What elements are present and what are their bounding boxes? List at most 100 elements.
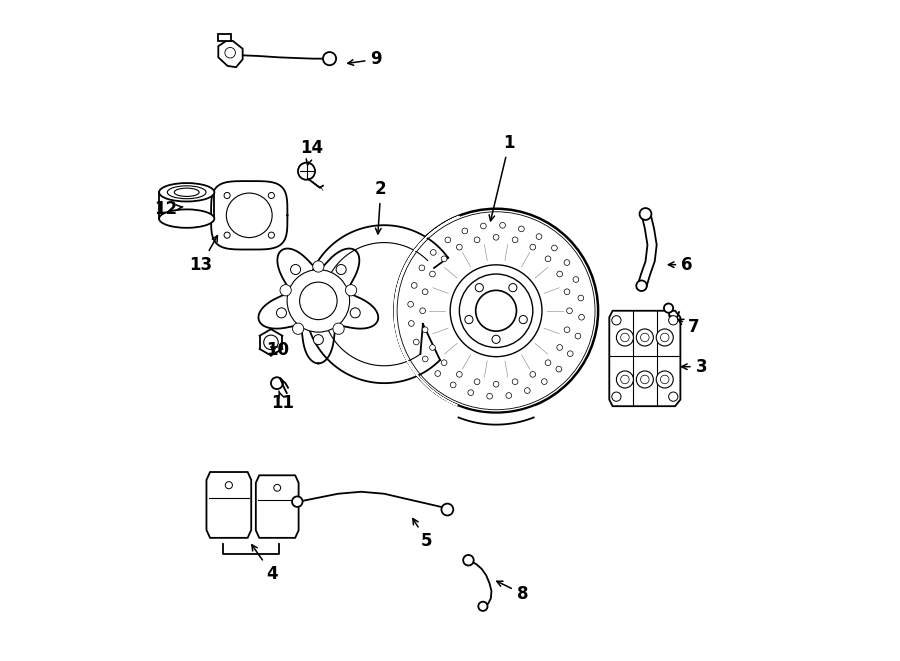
Text: 11: 11 [271, 391, 294, 412]
Circle shape [450, 265, 542, 357]
Circle shape [476, 290, 517, 331]
Circle shape [394, 209, 598, 412]
Circle shape [411, 282, 417, 288]
Circle shape [612, 392, 621, 401]
Text: 4: 4 [252, 545, 278, 583]
Ellipse shape [226, 193, 272, 237]
Circle shape [225, 482, 232, 488]
Text: 3: 3 [681, 358, 707, 375]
Circle shape [413, 339, 419, 345]
Circle shape [464, 315, 473, 324]
Circle shape [564, 327, 570, 332]
Text: 5: 5 [413, 519, 433, 550]
Circle shape [291, 264, 301, 274]
Circle shape [621, 375, 629, 384]
Text: 12: 12 [154, 200, 183, 217]
Polygon shape [212, 181, 287, 250]
Circle shape [323, 52, 336, 65]
Circle shape [616, 371, 634, 388]
Text: 2: 2 [375, 180, 387, 234]
Circle shape [459, 274, 533, 348]
Text: 13: 13 [190, 236, 218, 274]
Circle shape [350, 308, 360, 318]
Circle shape [536, 234, 542, 239]
Polygon shape [219, 34, 231, 41]
Circle shape [493, 381, 499, 387]
Polygon shape [609, 311, 680, 407]
Circle shape [512, 237, 517, 243]
Circle shape [429, 271, 436, 277]
Circle shape [264, 335, 278, 350]
Circle shape [468, 390, 473, 395]
Circle shape [287, 270, 349, 332]
Circle shape [636, 329, 653, 346]
Circle shape [429, 344, 436, 350]
Polygon shape [219, 41, 243, 67]
Circle shape [346, 285, 356, 296]
Circle shape [525, 388, 530, 393]
Circle shape [530, 245, 536, 250]
Circle shape [641, 375, 649, 384]
Circle shape [464, 555, 473, 565]
Circle shape [640, 208, 652, 220]
Circle shape [500, 223, 506, 228]
Text: 14: 14 [301, 139, 323, 165]
Text: 9: 9 [347, 50, 382, 68]
Circle shape [557, 271, 562, 277]
Circle shape [462, 228, 468, 234]
Circle shape [336, 264, 346, 274]
Circle shape [280, 285, 292, 296]
Circle shape [636, 371, 653, 388]
Circle shape [508, 284, 517, 292]
Circle shape [422, 327, 428, 332]
Circle shape [456, 371, 463, 377]
Circle shape [422, 356, 428, 362]
Circle shape [435, 371, 441, 376]
Polygon shape [258, 249, 378, 364]
Circle shape [268, 232, 274, 238]
Circle shape [300, 282, 338, 320]
Circle shape [612, 316, 621, 325]
Circle shape [621, 333, 629, 342]
Circle shape [567, 351, 573, 356]
Text: 1: 1 [489, 134, 515, 221]
Circle shape [481, 223, 486, 229]
Circle shape [545, 360, 551, 366]
Polygon shape [256, 475, 299, 538]
Circle shape [419, 265, 425, 271]
Circle shape [441, 360, 447, 366]
Circle shape [445, 237, 451, 243]
Circle shape [552, 245, 557, 251]
Circle shape [298, 163, 315, 180]
Circle shape [475, 284, 483, 292]
Circle shape [506, 393, 511, 399]
Circle shape [556, 366, 562, 372]
Circle shape [313, 334, 323, 344]
Circle shape [512, 379, 517, 385]
Circle shape [292, 323, 304, 334]
Circle shape [641, 333, 649, 342]
Circle shape [430, 250, 436, 255]
Circle shape [493, 235, 499, 240]
Polygon shape [206, 472, 251, 538]
Text: 10: 10 [266, 341, 289, 359]
Circle shape [422, 289, 428, 295]
Circle shape [519, 315, 527, 324]
Circle shape [292, 496, 302, 507]
Circle shape [578, 295, 584, 301]
Circle shape [268, 192, 274, 198]
Circle shape [661, 333, 669, 342]
Circle shape [579, 315, 584, 320]
Text: 8: 8 [497, 581, 528, 603]
Circle shape [474, 237, 480, 243]
Circle shape [224, 192, 230, 198]
Circle shape [492, 335, 500, 344]
Polygon shape [305, 225, 448, 383]
Circle shape [487, 393, 492, 399]
Circle shape [441, 504, 454, 516]
Circle shape [616, 329, 634, 346]
Ellipse shape [159, 183, 214, 202]
Circle shape [419, 308, 426, 313]
Circle shape [333, 323, 344, 334]
Circle shape [450, 382, 456, 388]
